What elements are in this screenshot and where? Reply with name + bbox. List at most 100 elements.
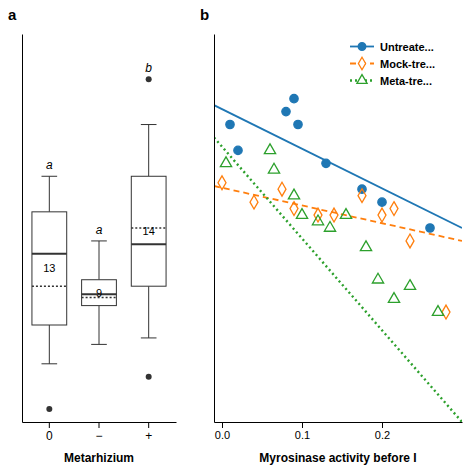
x-tick: 0.2 xyxy=(375,422,390,441)
scatter-point xyxy=(358,189,366,203)
scatter-point xyxy=(268,163,279,173)
whisker-cap-high xyxy=(41,176,57,177)
scatter-point xyxy=(220,157,231,167)
y-axis-a xyxy=(22,35,23,423)
fit-line xyxy=(214,137,462,422)
whisker-low xyxy=(49,325,50,364)
fit-line xyxy=(214,186,462,241)
scatter-point xyxy=(264,144,275,154)
y-axis-line xyxy=(214,35,215,423)
n-label: 9 xyxy=(96,287,102,299)
plot-area-a xyxy=(32,76,166,412)
x-tick: 0 xyxy=(46,422,53,443)
x-tick: 0.1 xyxy=(295,422,310,441)
legend-swatch-marker xyxy=(358,43,366,51)
x-tick-label: 0.2 xyxy=(375,429,390,441)
x-tick-label: + xyxy=(145,429,152,443)
scatter-point xyxy=(378,208,386,222)
whisker-cap-low xyxy=(141,337,157,338)
scatter-point xyxy=(322,159,330,167)
y-axis-line xyxy=(22,35,23,423)
scatter-point xyxy=(312,215,323,225)
whisker-high xyxy=(99,241,100,280)
scatter-point xyxy=(294,120,302,128)
scatter-point xyxy=(432,306,443,316)
x-tick-label: 0.0 xyxy=(215,429,230,441)
x-tick: 0.0 xyxy=(215,422,230,441)
sig-label: b xyxy=(145,61,152,75)
mean-line xyxy=(32,285,67,287)
whisker-high xyxy=(148,125,149,177)
scatter-point xyxy=(330,208,338,222)
scatter-point xyxy=(218,176,226,190)
x-tick-mark xyxy=(49,422,50,428)
median-line xyxy=(131,243,166,245)
panel-title: a xyxy=(8,6,17,23)
whisker-cap-high xyxy=(91,240,107,241)
median-line xyxy=(32,253,67,255)
legend-item: Untreate... xyxy=(350,41,434,53)
x-tick-label: 0.1 xyxy=(295,429,310,441)
scatter-point xyxy=(378,198,386,206)
scatter-point xyxy=(278,182,286,196)
whisker-low xyxy=(148,286,149,338)
whisker-high xyxy=(49,176,50,212)
scatter-point xyxy=(390,202,398,216)
x-tick-mark xyxy=(99,422,100,428)
outlier xyxy=(146,76,152,82)
scatter-point xyxy=(406,234,414,248)
panel-title: b xyxy=(200,6,209,23)
scatter-point xyxy=(290,94,298,102)
x-tick-mark xyxy=(222,422,223,428)
box xyxy=(32,212,67,325)
x-axis-line xyxy=(215,422,463,423)
scatter-point xyxy=(360,241,371,251)
scatter-point xyxy=(404,280,415,290)
scatter-point xyxy=(234,146,242,154)
scatter-point xyxy=(290,202,298,216)
legend-label: Meta-tre... xyxy=(380,75,432,87)
y-axis-b xyxy=(214,35,215,423)
x-axis-b: 0.0 0.1 0.2 xyxy=(215,422,463,441)
legend-swatch-marker xyxy=(358,57,365,69)
scatter-point xyxy=(324,221,335,231)
whisker-low xyxy=(99,306,100,345)
whisker-cap-low xyxy=(91,344,107,345)
legend-swatch-marker xyxy=(357,75,367,84)
x-tick-mark xyxy=(148,422,149,428)
n-label: 13 xyxy=(43,262,55,274)
scatter-point xyxy=(426,224,434,232)
legend-item: Mock-tre... xyxy=(350,57,435,69)
scatter-point xyxy=(288,189,299,199)
sig-label: a xyxy=(46,158,53,172)
x-tick: − xyxy=(95,422,102,443)
scatter-point xyxy=(282,107,290,115)
sig-label: a xyxy=(96,223,103,237)
plot-area-b xyxy=(214,94,462,422)
box xyxy=(131,176,166,286)
x-tick-label: − xyxy=(95,429,102,443)
scatter-point xyxy=(372,273,383,283)
legend: Untreate... Mock-tre... Meta-tre... xyxy=(350,41,435,87)
x-axis-a: 0 − + xyxy=(23,422,177,443)
outlier xyxy=(46,406,52,412)
scatter-point xyxy=(250,195,258,209)
scatter-point xyxy=(442,305,450,319)
x-axis-title: Metarhizium xyxy=(64,451,134,465)
legend-label: Mock-tre... xyxy=(380,58,435,70)
n-label: 14 xyxy=(143,225,155,237)
legend-item: Meta-tre... xyxy=(350,75,432,87)
x-axis-title: Myrosinase activity before I xyxy=(259,451,416,465)
x-tick-label: 0 xyxy=(46,429,53,443)
x-tick-mark xyxy=(382,422,383,428)
whisker-cap-high xyxy=(141,124,157,125)
scatter-point xyxy=(340,209,351,219)
whisker-cap-low xyxy=(41,363,57,364)
scatter-point xyxy=(226,120,234,128)
box xyxy=(82,280,117,306)
x-tick-mark xyxy=(302,422,303,428)
scatter-point xyxy=(296,209,307,219)
legend-label: Untreate... xyxy=(380,41,434,53)
texts-a: 13 a 9 a 14 b xyxy=(43,61,155,298)
chart-svg: 13 a 9 a 14 b 0 − + Metarhizium a 0.0 0.1 0.2 Myrosina… xyxy=(0,0,474,474)
